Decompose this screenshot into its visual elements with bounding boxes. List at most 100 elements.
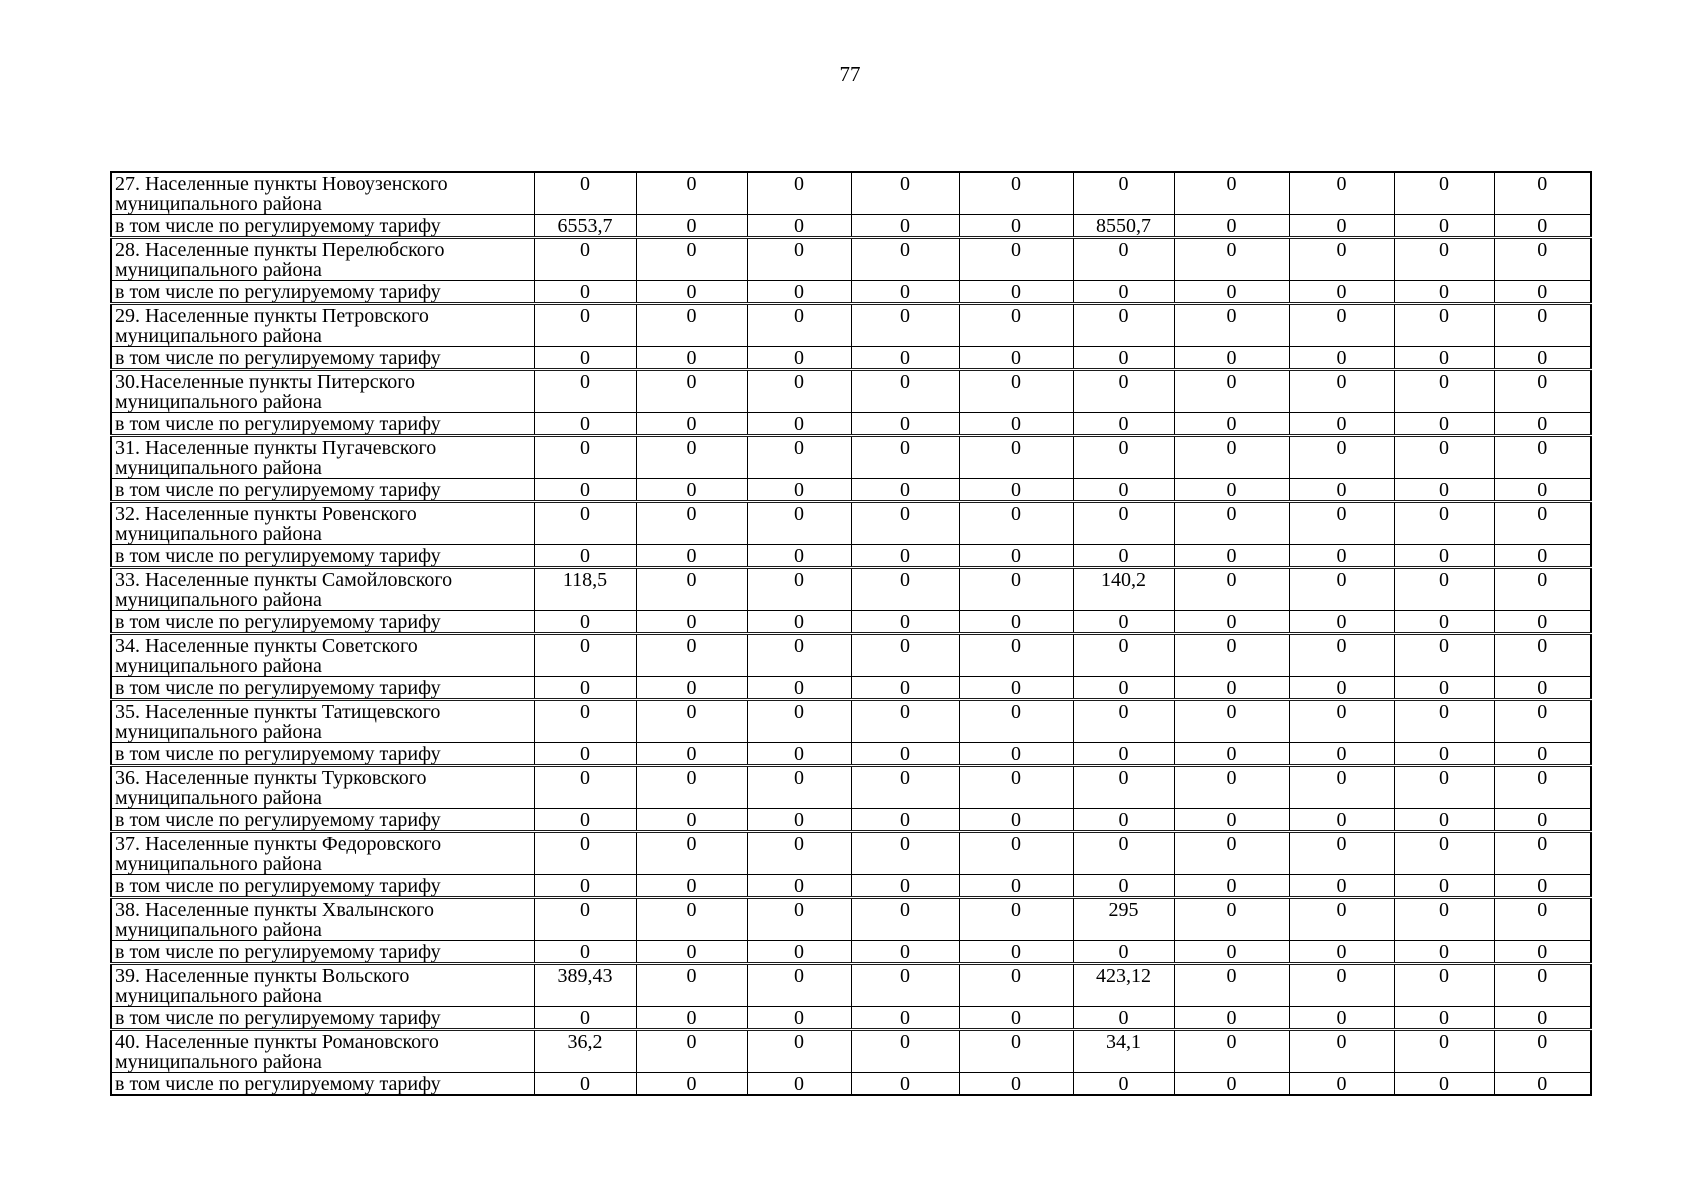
value-cell: 0	[1493, 765, 1592, 809]
table-row-district: 33. Населенные пункты Самойловского муни…	[110, 567, 1592, 611]
value-cell: 0	[1072, 610, 1175, 634]
value-cell: 0	[746, 1029, 852, 1073]
table-row-district: 40. Населенные пункты Романовского муниц…	[110, 1029, 1592, 1073]
row-label: в том числе по регулируемому тарифу	[110, 676, 535, 700]
value-cell: 0	[850, 742, 960, 766]
value-cell: 0	[1072, 544, 1175, 568]
value-cell: 0	[635, 478, 748, 502]
value-cell: 0	[1072, 874, 1175, 898]
value-cell: 0	[1493, 303, 1592, 347]
value-cell: 0	[850, 478, 960, 502]
value-cell: 0	[850, 303, 960, 347]
value-cell: 0	[1288, 501, 1395, 545]
value-cell: 0	[1393, 676, 1495, 700]
value-cell: 0	[958, 214, 1074, 238]
value-cell: 0	[1288, 435, 1395, 479]
value-cell: 0	[1173, 963, 1290, 1007]
value-cell: 0	[746, 435, 852, 479]
value-cell: 0	[746, 478, 852, 502]
value-cell: 0	[1072, 831, 1175, 875]
value-cell: 0	[1493, 940, 1592, 964]
value-cell: 0	[1072, 501, 1175, 545]
value-cell: 0	[1493, 742, 1592, 766]
value-cell: 0	[1393, 237, 1495, 281]
value-cell: 0	[958, 346, 1074, 370]
value-cell: 0	[1393, 831, 1495, 875]
value-cell: 0	[635, 1029, 748, 1073]
value-cell: 0	[746, 567, 852, 611]
value-cell: 6553,7	[533, 214, 637, 238]
table-row-district: 35. Населенные пункты Татищевского муниц…	[110, 699, 1592, 743]
value-cell: 0	[746, 1072, 852, 1095]
table-row-district: 29. Населенные пункты Петровского муници…	[110, 303, 1592, 347]
value-cell: 0	[850, 765, 960, 809]
table-row-district: 39. Населенные пункты Вольского муниципа…	[110, 963, 1592, 1007]
table-row-district: 38. Населенные пункты Хвалынского муници…	[110, 897, 1592, 941]
value-cell: 0	[1393, 501, 1495, 545]
value-cell: 0	[1072, 412, 1175, 436]
table-row-tariff: в том числе по регулируемому тарифу 0 0 0 0 0…	[110, 1006, 1592, 1030]
value-cell: 0	[533, 1072, 637, 1095]
value-cell: 0	[850, 610, 960, 634]
table-row-tariff: в том числе по регулируемому тарифу 0 0 0 0 0…	[110, 676, 1592, 700]
row-label: 35. Населенные пункты Татищевского муниц…	[110, 699, 535, 743]
value-cell: 0	[1072, 633, 1175, 677]
value-cell: 0	[850, 346, 960, 370]
value-cell: 0	[1393, 940, 1495, 964]
value-cell: 0	[1173, 369, 1290, 413]
value-cell: 0	[1173, 808, 1290, 832]
value-cell: 0	[1493, 897, 1592, 941]
value-cell: 0	[958, 369, 1074, 413]
value-cell: 0	[1072, 940, 1175, 964]
value-cell: 0	[1393, 765, 1495, 809]
value-cell: 0	[635, 874, 748, 898]
value-cell: 0	[1173, 676, 1290, 700]
value-cell: 0	[1288, 699, 1395, 743]
value-cell: 0	[1393, 610, 1495, 634]
value-cell: 0	[635, 808, 748, 832]
value-cell: 0	[850, 831, 960, 875]
value-cell: 0	[958, 237, 1074, 281]
row-label: в том числе по регулируемому тарифу	[110, 346, 535, 370]
value-cell: 0	[1393, 808, 1495, 832]
value-cell: 0	[1493, 346, 1592, 370]
value-cell: 0	[850, 172, 960, 215]
value-cell: 0	[850, 1006, 960, 1030]
value-cell: 0	[1288, 369, 1395, 413]
value-cell: 0	[850, 501, 960, 545]
value-cell: 0	[746, 1006, 852, 1030]
table-row-tariff: в том числе по регулируемому тарифу 0 0 0 0 0…	[110, 412, 1592, 436]
value-cell: 0	[1288, 567, 1395, 611]
value-cell: 0	[1288, 1006, 1395, 1030]
value-cell: 0	[533, 172, 637, 215]
value-cell: 0	[1288, 544, 1395, 568]
value-cell: 0	[1288, 303, 1395, 347]
value-cell: 0	[1288, 742, 1395, 766]
value-cell: 0	[1393, 897, 1495, 941]
value-cell: 0	[635, 831, 748, 875]
value-cell: 0	[635, 765, 748, 809]
value-cell: 0	[635, 940, 748, 964]
table-row-district: 36. Населенные пункты Турковского муници…	[110, 765, 1592, 809]
value-cell: 0	[1493, 831, 1592, 875]
table-row-district: 34. Населенные пункты Советского муницип…	[110, 633, 1592, 677]
value-cell: 0	[635, 280, 748, 304]
value-cell: 0	[1393, 1006, 1495, 1030]
value-cell: 0	[850, 369, 960, 413]
value-cell: 0	[746, 214, 852, 238]
table-row-tariff: в том числе по регулируемому тарифу 0 0 0 0 0…	[110, 478, 1592, 502]
value-cell: 0	[635, 742, 748, 766]
value-cell: 0	[1493, 699, 1592, 743]
table-row-tariff: в том числе по регулируемому тарифу 0 0 0 0 0…	[110, 280, 1592, 304]
value-cell: 0	[1288, 237, 1395, 281]
value-cell: 0	[1173, 831, 1290, 875]
value-cell: 0	[958, 1072, 1074, 1095]
value-cell: 0	[958, 478, 1074, 502]
value-cell: 0	[533, 280, 637, 304]
row-label: 39. Населенные пункты Вольского муниципа…	[110, 963, 535, 1007]
value-cell: 0	[1493, 610, 1592, 634]
value-cell: 0	[635, 346, 748, 370]
value-cell: 0	[850, 214, 960, 238]
value-cell: 0	[746, 633, 852, 677]
table-row-tariff: в том числе по регулируемому тарифу 0 0 0 0 0…	[110, 346, 1592, 370]
